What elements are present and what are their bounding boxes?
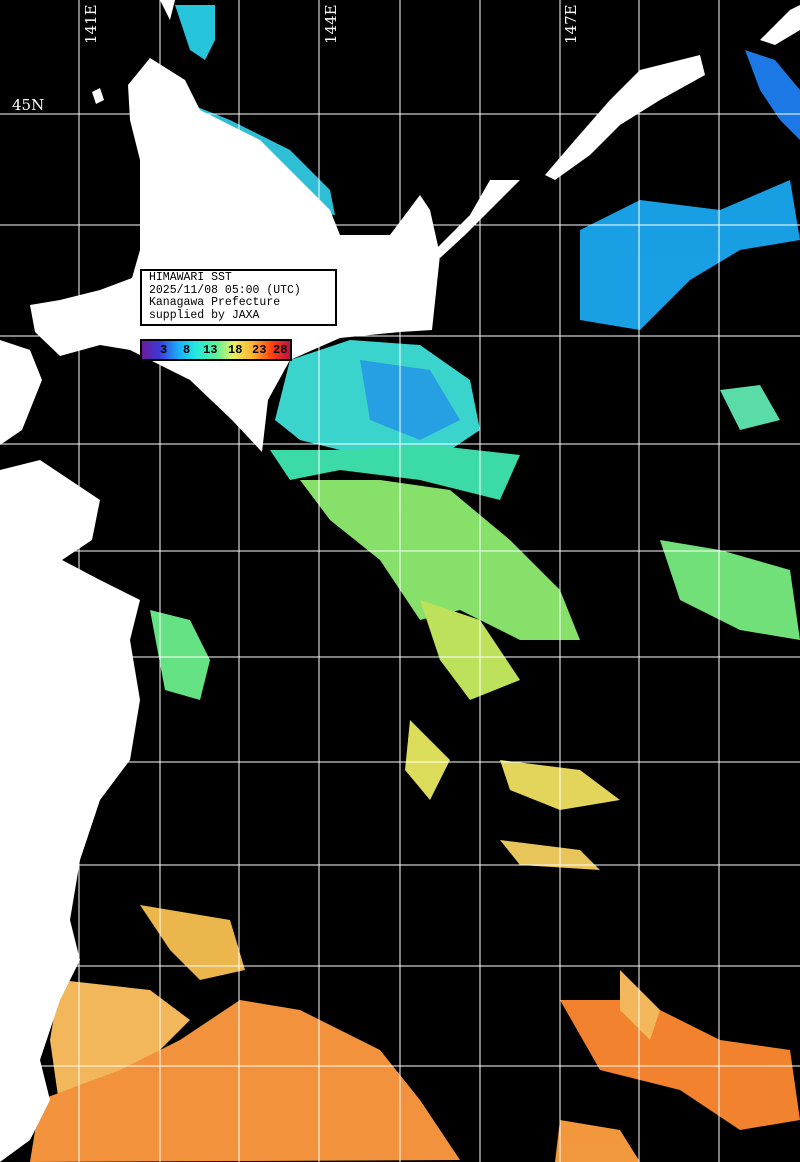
- colorbar-tick: 8: [183, 343, 191, 357]
- data-source: supplied by JAXA: [149, 308, 260, 322]
- lon-label-141e: 141E: [82, 4, 100, 44]
- lat-label-45n: 45N: [12, 96, 44, 114]
- kuril-island-3: [760, 5, 800, 45]
- colorbar-tick: 23: [252, 343, 267, 357]
- colorbar-tick: 28: [273, 343, 288, 357]
- hokkaido: [30, 58, 440, 452]
- colorbar-tick: 18: [228, 343, 243, 357]
- honshu: [0, 460, 140, 1162]
- lon-label-147e: 147E: [562, 4, 580, 44]
- rishiri-island: [92, 88, 104, 104]
- kuril-island-2: [545, 55, 705, 180]
- sakhalin-tip: [160, 0, 175, 20]
- hokkaido-southwest: [0, 340, 42, 445]
- kuril-island-1: [435, 180, 520, 258]
- provider: Kanagawa Prefecture: [149, 296, 281, 309]
- product-title: HIMAWARI SST: [149, 271, 232, 284]
- lon-label-144e: 144E: [322, 4, 340, 44]
- timestamp: 2025/11/08 05:00 (UTC): [149, 283, 301, 297]
- sst-mid-region: [140, 480, 620, 980]
- info-box: HIMAWARI SST 2025/11/08 05:00 (UTC) Kana…: [140, 269, 337, 326]
- colorbar-legend: 3 8 13 18 23 28: [140, 339, 292, 361]
- colorbar-tick: 3: [160, 343, 168, 357]
- graticule-labels: 141E 144E 147E 45N: [12, 4, 580, 114]
- sst-warm-region: [30, 970, 800, 1162]
- colorbar-tick: 13: [203, 343, 218, 357]
